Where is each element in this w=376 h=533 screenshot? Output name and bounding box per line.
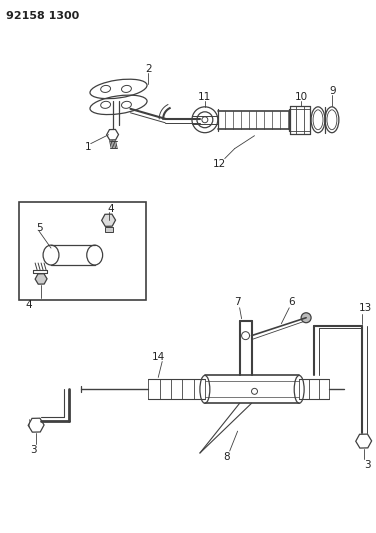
Text: 4: 4: [26, 300, 32, 310]
Text: 1: 1: [85, 142, 91, 151]
Bar: [105, 227, 112, 232]
Text: 3: 3: [30, 445, 36, 455]
Text: 13: 13: [359, 303, 372, 313]
Circle shape: [301, 313, 311, 322]
Bar: [19, 203, 146, 300]
Text: 10: 10: [294, 92, 308, 102]
Text: 92158 1300: 92158 1300: [6, 11, 80, 21]
Text: 2: 2: [145, 64, 152, 74]
Text: 9: 9: [330, 86, 336, 96]
Text: 5: 5: [36, 223, 42, 233]
Text: 7: 7: [234, 297, 241, 307]
Text: 12: 12: [213, 158, 226, 168]
Text: 8: 8: [223, 452, 230, 462]
Text: 6: 6: [288, 297, 294, 307]
Text: 4: 4: [107, 204, 114, 214]
Text: 14: 14: [152, 352, 165, 361]
Text: 11: 11: [198, 92, 211, 102]
Text: 3: 3: [364, 460, 371, 470]
